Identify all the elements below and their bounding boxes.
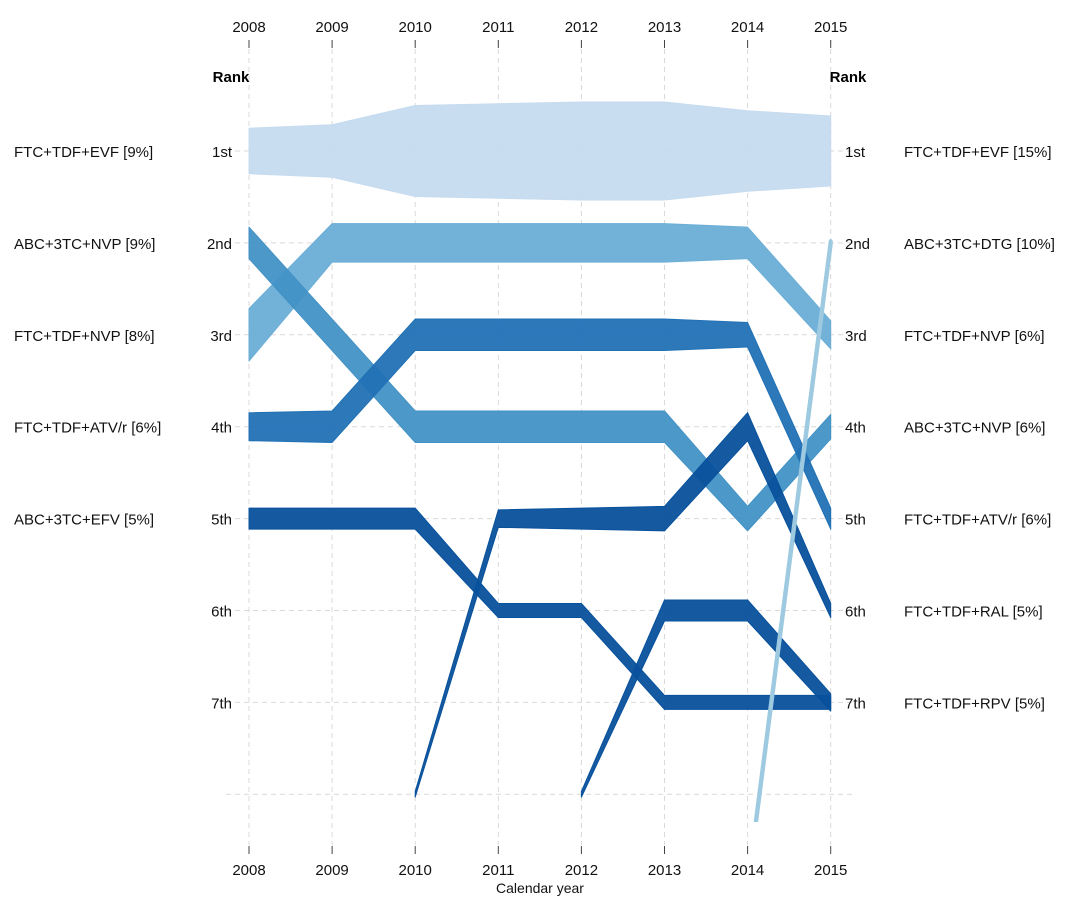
year-label-top-2015: 2015 — [814, 19, 847, 36]
rank-label-left-5: 5th — [211, 512, 232, 529]
ribbon-series-6 — [414, 412, 832, 798]
right-label-1: FTC+TDF+EVF [15%] — [904, 144, 1052, 161]
year-label-bottom-2015: 2015 — [814, 862, 847, 879]
rank-label-right-2: 2nd — [845, 236, 870, 253]
rank-label-left-3: 3rd — [210, 328, 232, 345]
ribbon-layer — [248, 101, 833, 822]
year-label-top-2011: 2011 — [482, 19, 514, 36]
rank-label-right-6: 6th — [845, 604, 866, 621]
rank-label-left-4: 4th — [211, 420, 232, 437]
left-label-1: FTC+TDF+EVF [9%] — [14, 144, 153, 161]
year-label-top-2009: 2009 — [315, 19, 348, 36]
rank-label-left-2: 2nd — [207, 236, 232, 253]
left-label-2: ABC+3TC+NVP [9%] — [14, 236, 155, 253]
year-label-bottom-2009: 2009 — [315, 862, 348, 879]
year-label-top-2013: 2013 — [648, 19, 681, 36]
ribbon-series-4 — [248, 318, 832, 530]
right-label-2: ABC+3TC+DTG [10%] — [904, 236, 1055, 253]
rank-label-right-4: 4th — [845, 420, 866, 437]
year-label-bottom-2014: 2014 — [731, 862, 764, 879]
year-label-top-2012: 2012 — [565, 19, 598, 36]
rank-labels: 1st 1st 2nd 2nd 3rd 3rd 4th 4th 5th 5th 6th 6th 7th 7… — [207, 144, 870, 712]
ribbon-series-1 — [248, 101, 832, 201]
year-label-bottom-2011: 2011 — [482, 862, 514, 879]
rank-label-right-1: 1st — [845, 144, 866, 161]
rank-header-left: Rank — [213, 69, 250, 86]
right-label-5: FTC+TDF+ATV/r [6%] — [904, 512, 1051, 529]
rank-label-right-7: 7th — [845, 695, 866, 712]
year-label-top-2014: 2014 — [731, 19, 764, 36]
rank-label-right-3: 3rd — [845, 328, 867, 345]
year-label-bottom-2012: 2012 — [565, 862, 598, 879]
left-label-5: ABC+3TC+EFV [5%] — [14, 512, 154, 529]
left-label-3: FTC+TDF+NVP [8%] — [14, 328, 155, 345]
ribbon-series-7 — [580, 599, 832, 798]
year-label-top-2010: 2010 — [399, 19, 432, 36]
rank-label-left-6: 6th — [211, 604, 232, 621]
right-label-7: FTC+TDF+RPV [5%] — [904, 695, 1045, 712]
x-axis-title: Calendar year — [496, 880, 584, 896]
right-label-4: ABC+3TC+NVP [6%] — [904, 420, 1045, 437]
ribbon-series-8 — [753, 239, 833, 822]
year-label-top-2008: 2008 — [232, 19, 265, 36]
right-label-6: FTC+TDF+RAL [5%] — [904, 604, 1043, 621]
year-label-bottom-2013: 2013 — [648, 862, 681, 879]
rank-header-right: Rank — [830, 69, 867, 86]
rank-label-right-5: 5th — [845, 512, 866, 529]
left-label-4: FTC+TDF+ATV/r [6%] — [14, 420, 161, 437]
right-label-3: FTC+TDF+NVP [6%] — [904, 328, 1045, 345]
x-axis-ticks: 2008 2008 2009 2009 2010 2010 2011 2011 2012 2012… — [232, 19, 847, 879]
year-label-bottom-2010: 2010 — [399, 862, 432, 879]
year-label-bottom-2008: 2008 — [232, 862, 265, 879]
rank-label-left-1: 1st — [212, 144, 233, 161]
series-labels: FTC+TDF+EVF [9%] ABC+3TC+NVP [9%] FTC+TDF+… — [14, 144, 1055, 712]
ribbon-series-3 — [248, 226, 832, 532]
rank-label-left-7: 7th — [211, 695, 232, 712]
ribbon-series-2 — [248, 223, 832, 362]
